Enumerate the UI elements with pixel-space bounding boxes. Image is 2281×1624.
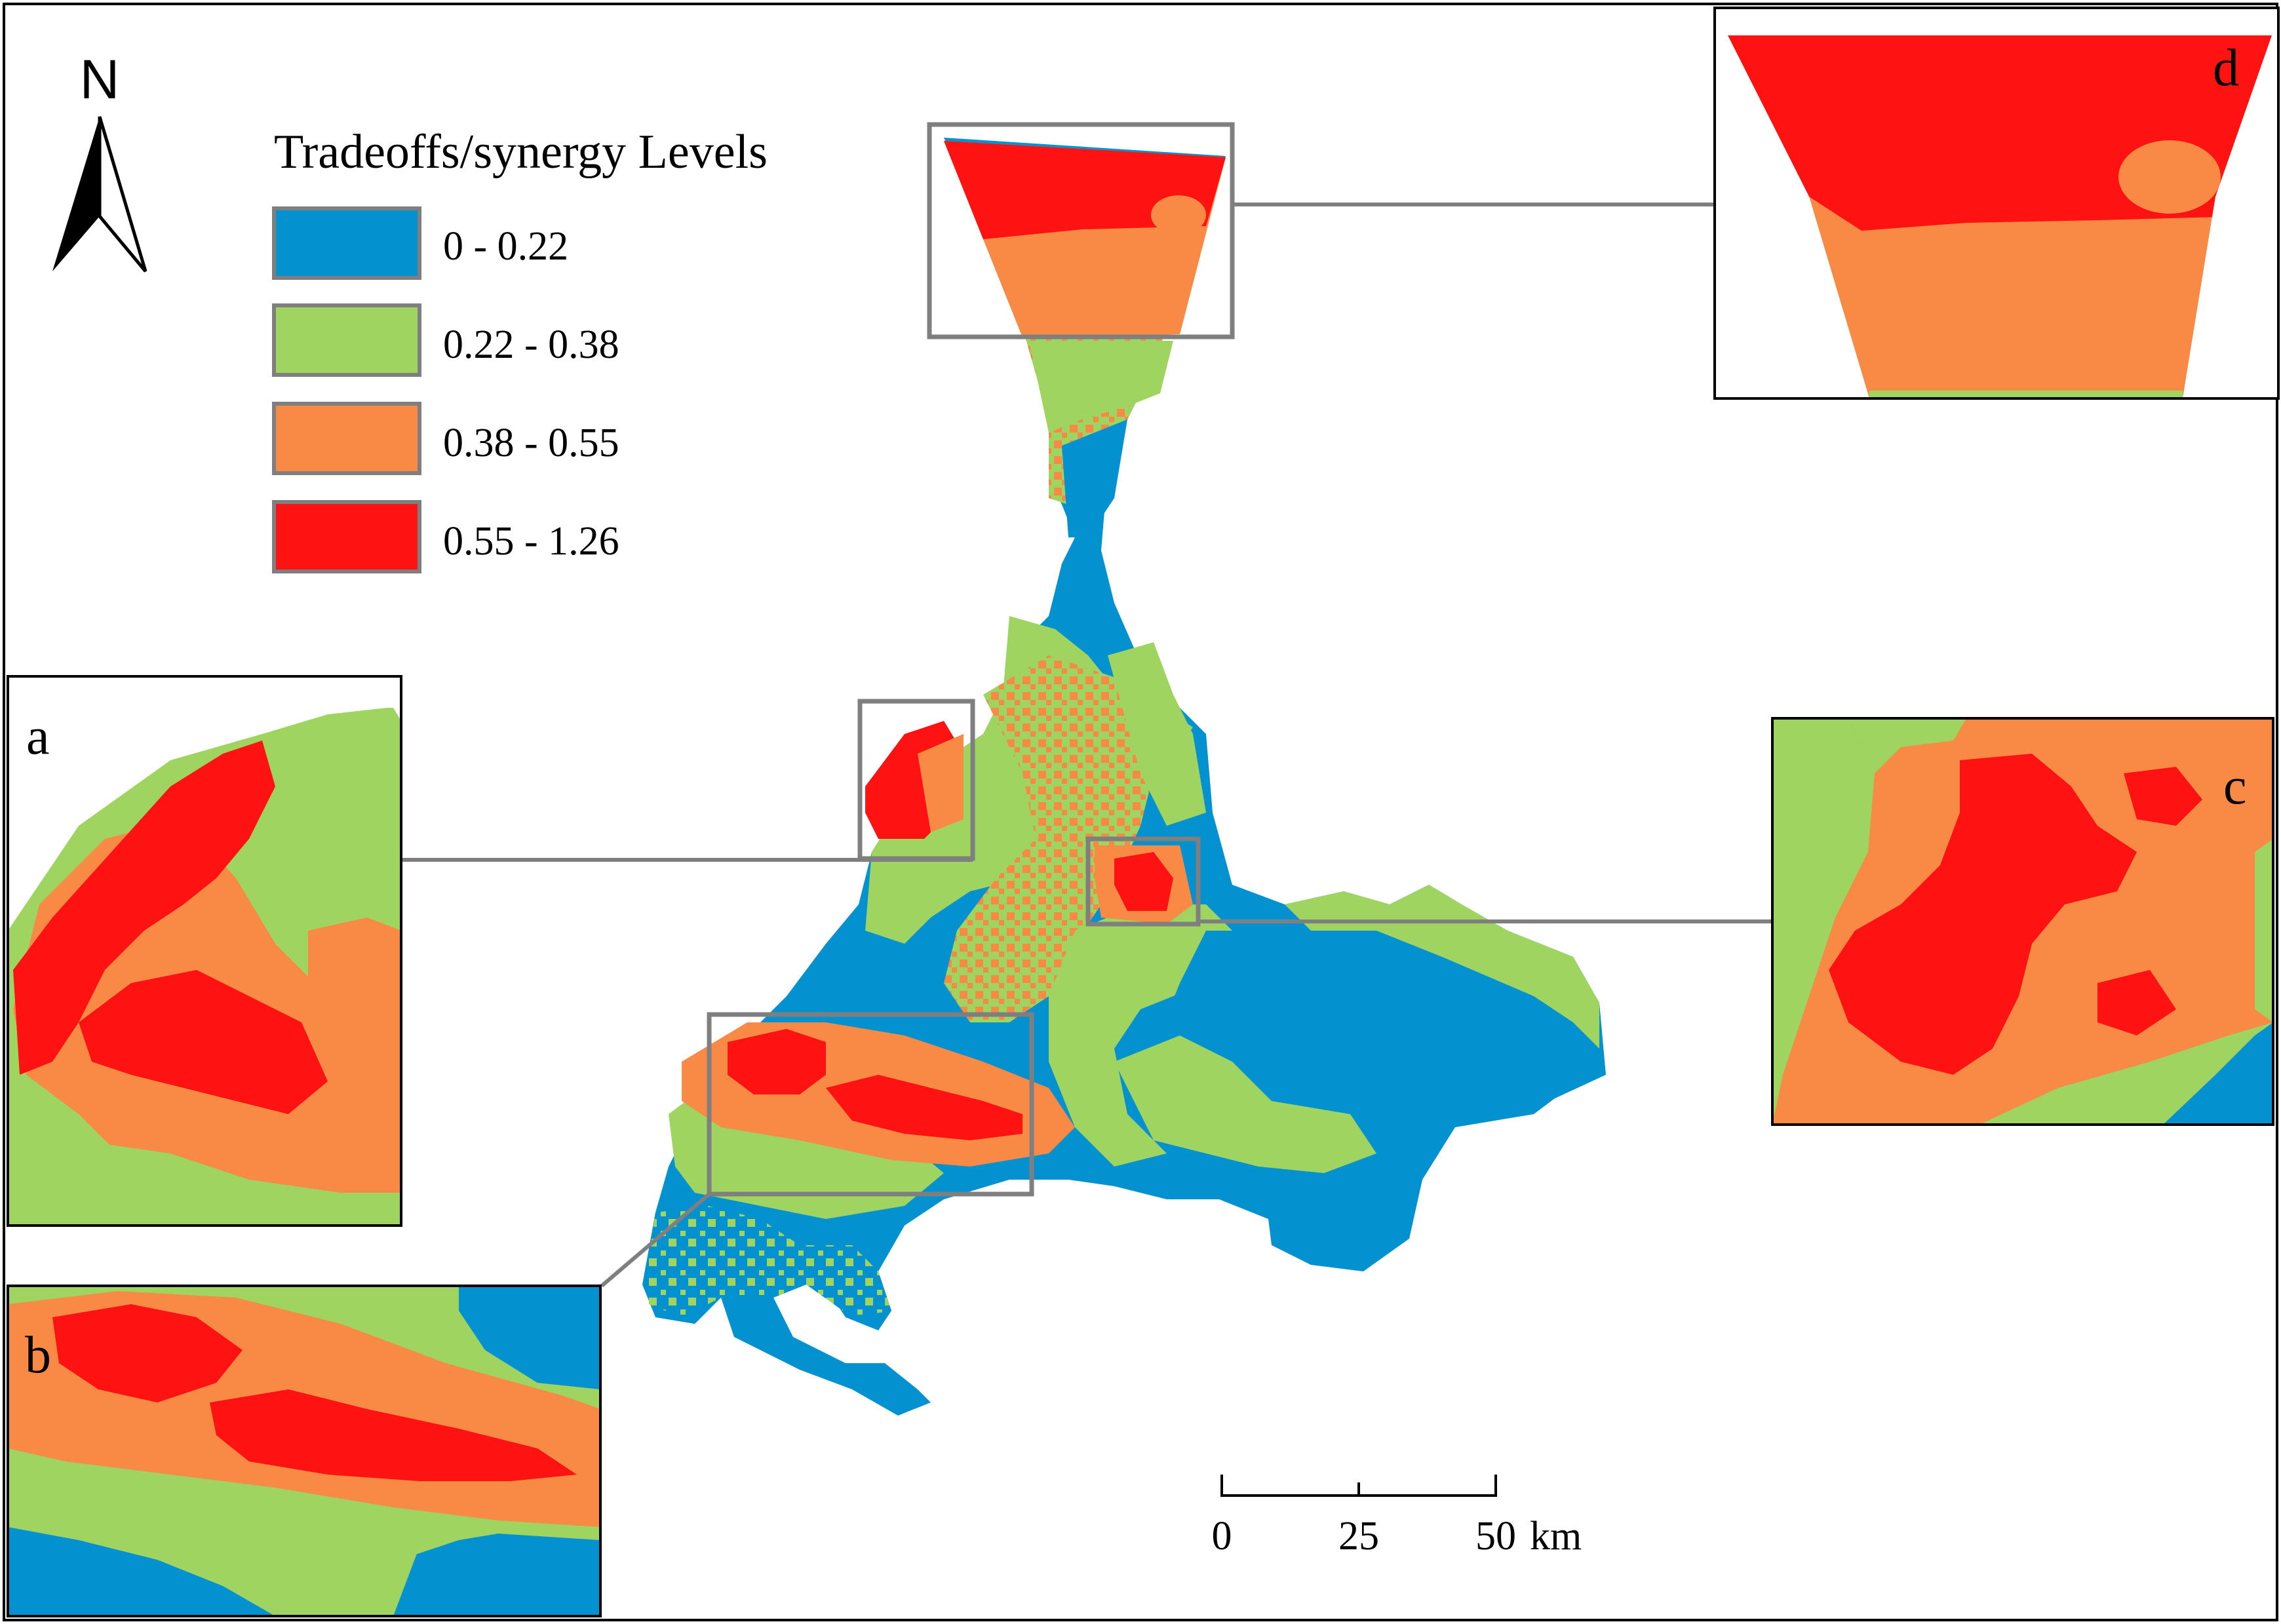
- scale-bar-label-50: 50: [1475, 1514, 1516, 1558]
- inset-c-red-e: [2097, 970, 2176, 1035]
- inset-c-blue-se: [2163, 1022, 2273, 1125]
- north-arrow-icon: [52, 117, 100, 271]
- scale-bar-unit: km: [1530, 1514, 1582, 1558]
- inset-c-green-west: [1772, 718, 1875, 1125]
- legend-title: Tradeoffs/synergy Levels: [274, 125, 768, 179]
- scale-bar-label-0: 0: [1212, 1514, 1232, 1558]
- inset-b-blue-sw: [8, 1527, 275, 1616]
- scale-bar: [1220, 1475, 1497, 1497]
- inset-d-green-strip: [1869, 391, 2183, 398]
- inset-b-blue-se: [393, 1534, 600, 1616]
- inset-c-red-main: [1829, 754, 2137, 1075]
- inset-b-label: b: [25, 1326, 51, 1384]
- map-region-red-b1: [728, 1029, 826, 1094]
- map-region-blue-neck: [1062, 419, 1127, 537]
- legend-label-0: 0 - 0.22: [443, 224, 568, 269]
- inset-a-red-1: [13, 741, 275, 1075]
- north-arrow: N: [52, 48, 147, 273]
- legend-swatch-3: [272, 500, 421, 573]
- inset-a-label: a: [26, 708, 50, 765]
- zoom-box-d: [927, 122, 1235, 339]
- inset-a-orange-east: [308, 918, 401, 1088]
- map-region-mix-central: [944, 655, 1193, 1022]
- legend-swatch-2: [272, 402, 421, 475]
- inset-b-red-1: [52, 1304, 243, 1402]
- inset-c: c: [1771, 717, 2274, 1126]
- inset-d-label: d: [2213, 39, 2239, 97]
- legend-label-1: 0.22 - 0.38: [443, 322, 619, 367]
- legend: Tradeoffs/synergy Levels 0 - 0.22 0.22 -…: [272, 125, 768, 573]
- zoom-boxes: [707, 122, 1235, 1197]
- inset-d-white-top: [1715, 8, 2278, 35]
- legend-label-3: 0.55 - 1.26: [443, 519, 619, 564]
- zoom-box-c: [1085, 836, 1201, 927]
- inset-b-red-2: [210, 1389, 577, 1481]
- north-arrow-label: N: [80, 48, 120, 110]
- figure-border: [3, 3, 2278, 1621]
- scale-bar-label-25: 25: [1338, 1514, 1379, 1558]
- map-region-green-neck: [1029, 341, 1173, 433]
- map-region-red-c: [1114, 852, 1173, 911]
- map-region-blue-east: [1154, 931, 1586, 1258]
- map-region-orange-north-patch: [1151, 195, 1206, 235]
- map-region-mix-south: [649, 1206, 891, 1317]
- north-arrow-icon-outline: [98, 116, 147, 273]
- inset-b-green-south: [8, 1475, 498, 1599]
- main-map: [642, 138, 1606, 1416]
- inset-c-green-north: [1848, 718, 1966, 773]
- inset-a-red-2: [79, 970, 328, 1114]
- connector-lines: [401, 203, 1772, 1288]
- inset-a: a: [7, 675, 402, 1227]
- inset-d-white-left: [1715, 8, 1869, 398]
- inset-d-white-right: [2183, 8, 2278, 398]
- inset-a-green-lower: [8, 1140, 401, 1226]
- inset-c-label: c: [2223, 758, 2247, 815]
- inset-c-red-ne: [2124, 767, 2202, 826]
- inset-b-blue-ne: [459, 1286, 600, 1389]
- inset-d-orange-patch: [2118, 140, 2221, 214]
- legend-label-2: 0.38 - 0.55: [443, 421, 619, 465]
- inset-b: b: [7, 1285, 602, 1617]
- inset-a-white-corner: [8, 676, 393, 931]
- map-region-green-east-patch: [1114, 1035, 1376, 1173]
- map-region-green-north-east: [1108, 642, 1206, 826]
- inset-d: d: [1713, 7, 2280, 400]
- legend-swatch-0: [272, 206, 421, 280]
- map-region-orange-a: [918, 734, 964, 832]
- connector-b: [600, 1192, 711, 1288]
- inset-c-green-east: [2255, 839, 2273, 1022]
- zoom-box-b: [707, 1012, 1034, 1197]
- map-region-green-far-east: [1285, 885, 1599, 1049]
- map-region-red-b2: [826, 1075, 1023, 1140]
- legend-swatch-1: [272, 303, 421, 377]
